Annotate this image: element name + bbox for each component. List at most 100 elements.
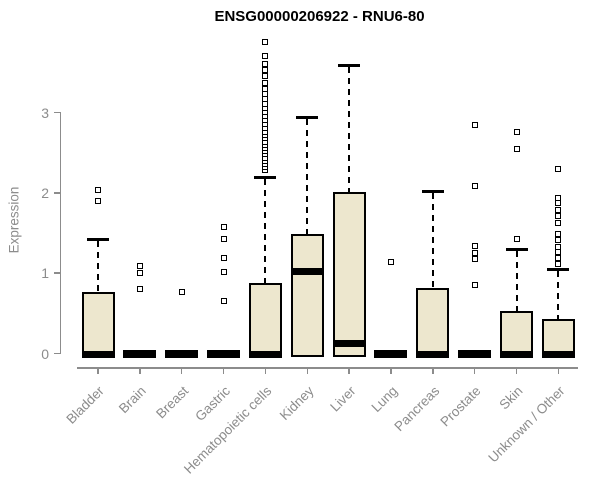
outlier-point [513,145,520,152]
whisker-cap [338,63,361,67]
whisker [348,66,351,193]
x-tick-label: Prostate [437,383,484,430]
x-tick [264,367,267,374]
x-tick-label: Skin [496,383,526,413]
outlier-point [471,183,478,190]
y-tick [53,352,60,355]
outlier-point [555,249,562,256]
whisker-cap [505,248,528,252]
outlier-point [555,254,562,261]
outlier-point [178,288,185,295]
outlier-point [95,197,101,204]
whisker [515,251,518,311]
x-tick-label: Pancreas [391,383,443,435]
outlier-point [555,237,562,244]
whisker [306,118,309,234]
whisker [97,240,99,293]
x-tick [515,367,518,374]
y-tick [53,192,60,194]
outlier-point [555,165,562,172]
outlier-point [262,86,269,93]
box [290,233,324,357]
whisker-cap [421,189,444,193]
whisker-cap [254,176,277,180]
outlier-point [513,235,520,242]
y-axis-line [59,111,61,355]
outlier-point [220,268,227,275]
collapsed-box [458,350,492,359]
chart-title: ENSG00000206922 - RNU6-80 [214,8,425,25]
x-tick-label: Unknown / Other [485,383,568,466]
whisker [264,179,267,283]
y-tick-label: 2 [41,185,49,202]
box [541,318,575,357]
outlier-point [136,286,143,293]
y-tick-label: 3 [41,104,49,121]
outlier-point [555,200,562,207]
box [81,292,115,357]
outlier-point [555,194,562,201]
y-tick [53,111,60,114]
outlier-point [262,38,269,45]
outlier-point [387,258,394,265]
y-tick [53,272,60,274]
x-tick [97,367,99,374]
outlier-point [555,230,562,237]
x-tick [306,367,308,374]
median-line [248,351,282,359]
outlier-point [555,260,562,267]
outlier-point [471,255,478,262]
x-tick [222,367,225,374]
outlier-point [555,220,562,227]
outlier-point [262,67,269,74]
outlier-point [220,223,227,230]
outlier-point [136,262,143,269]
x-tick-label: Lung [368,383,401,416]
outlier-point [471,282,478,289]
outlier-point [262,60,269,67]
x-tick [348,367,350,374]
median-line [81,351,115,359]
x-tick [432,367,434,374]
y-tick-label: 0 [41,345,49,362]
x-tick-label: Gastric [192,383,233,425]
y-tick-label: 1 [41,265,49,282]
whisker [557,271,560,319]
median-line [332,339,366,347]
collapsed-box [207,350,241,359]
box [416,288,450,357]
x-tick-label: Bladder [63,383,108,427]
box [500,310,533,357]
x-tick [180,367,183,374]
x-tick-label: Breast [152,383,192,422]
median-line [541,351,575,359]
x-axis-line [77,367,578,369]
x-tick-label: Liver [327,383,359,415]
median-line [500,351,533,359]
box [332,192,366,357]
whisker-cap [87,237,109,241]
outlier-point [220,298,227,305]
outlier-point [220,236,227,243]
x-tick [473,367,476,374]
median-line [290,268,324,276]
median-line [416,351,450,359]
outlier-point [555,243,562,250]
outlier-point [513,128,520,135]
outlier-point [262,52,269,59]
whisker-cap [547,268,570,272]
whisker-cap [296,115,319,119]
outlier-point [262,79,269,86]
outlier-point [555,213,562,220]
outlier-point [471,242,478,249]
outlier-point [136,270,143,277]
outlier-point [262,73,269,80]
whisker [431,192,434,289]
outlier-point [471,250,478,257]
x-tick [139,367,141,374]
outlier-point [220,254,227,261]
collapsed-box [165,350,199,359]
x-tick [557,367,560,374]
outlier-point [555,206,562,213]
collapsed-box [374,350,408,359]
